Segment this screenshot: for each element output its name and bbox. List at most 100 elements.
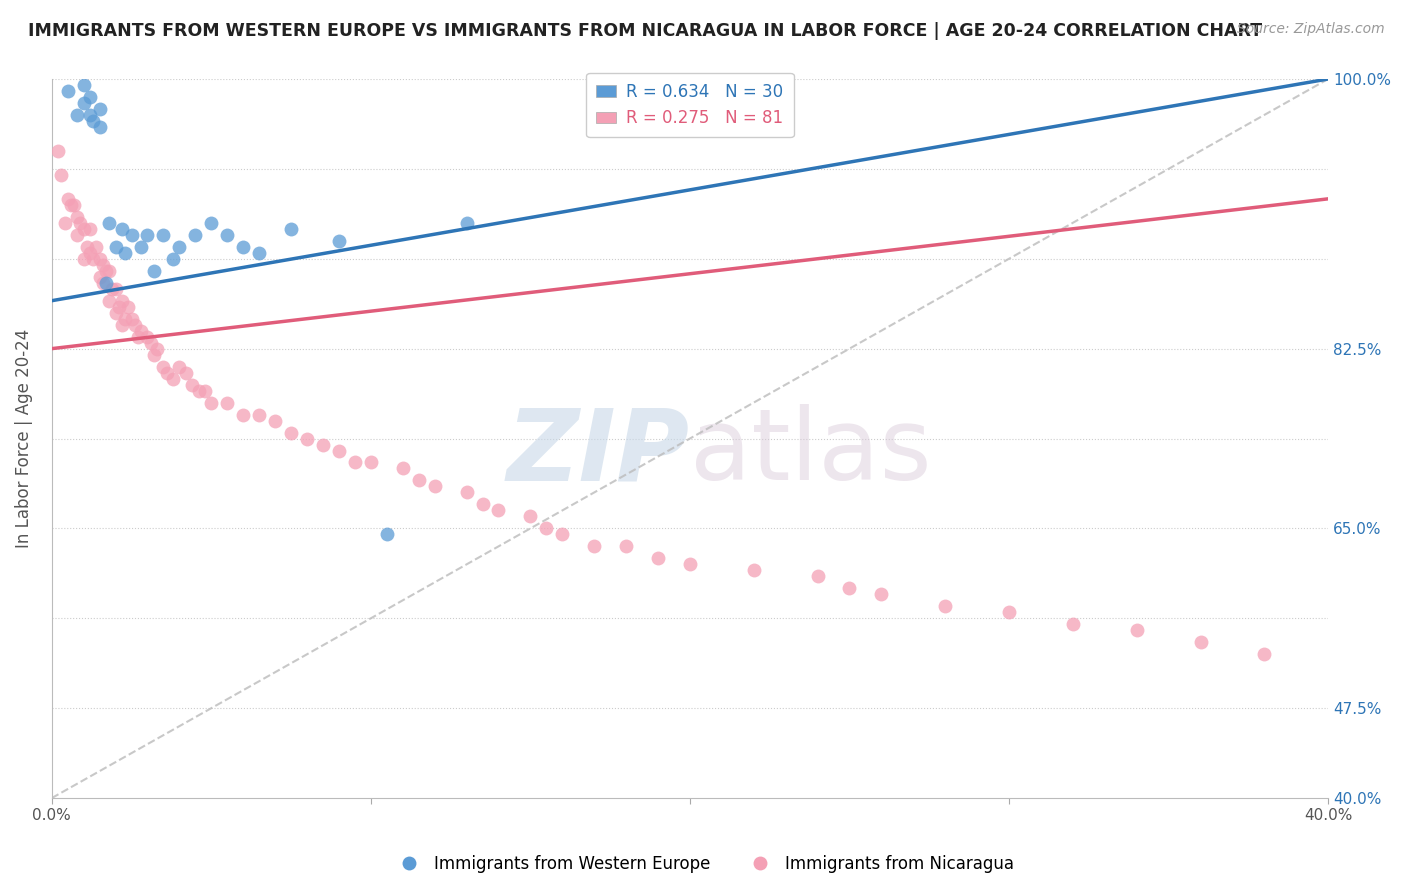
Point — [104, 306, 127, 320]
Point — [56, 192, 79, 206]
Point — [51, 168, 73, 182]
Text: atlas: atlas — [690, 404, 932, 501]
Point — [200, 216, 222, 230]
Point — [91, 258, 114, 272]
Point — [73, 221, 96, 235]
Point — [53, 216, 76, 230]
Point — [117, 300, 139, 314]
Point — [247, 408, 270, 422]
Point — [89, 120, 111, 134]
Point — [86, 240, 108, 254]
Point — [111, 293, 134, 308]
Point — [408, 474, 430, 488]
Point — [136, 329, 159, 343]
Point — [136, 227, 159, 242]
Point — [121, 227, 143, 242]
Point — [82, 114, 104, 128]
Point — [142, 264, 165, 278]
Point — [456, 216, 478, 230]
Text: IMMIGRANTS FROM WESTERN EUROPE VS IMMIGRANTS FROM NICARAGUA IN LABOR FORCE | AGE: IMMIGRANTS FROM WESTERN EUROPE VS IMMIGR… — [28, 22, 1263, 40]
Point — [934, 599, 956, 614]
Point — [94, 264, 117, 278]
Point — [551, 527, 574, 541]
Point — [360, 455, 382, 469]
Point — [295, 432, 318, 446]
Point — [184, 227, 207, 242]
Point — [107, 300, 129, 314]
Point — [536, 521, 558, 535]
Point — [162, 252, 184, 266]
Point — [66, 108, 89, 122]
Point — [111, 318, 134, 332]
Point — [280, 221, 302, 235]
Point — [152, 359, 174, 374]
Point — [104, 240, 127, 254]
Point — [456, 485, 478, 500]
Text: Source: ZipAtlas.com: Source: ZipAtlas.com — [1237, 22, 1385, 37]
Point — [247, 245, 270, 260]
Point — [89, 252, 111, 266]
Point — [59, 198, 82, 212]
Point — [187, 384, 209, 398]
Text: ZIP: ZIP — [508, 404, 690, 501]
Point — [200, 395, 222, 409]
Point — [98, 293, 121, 308]
Point — [114, 245, 136, 260]
Point — [111, 221, 134, 235]
Point — [162, 371, 184, 385]
Point — [139, 335, 162, 350]
Point — [56, 84, 79, 98]
Point — [98, 216, 121, 230]
Point — [328, 234, 350, 248]
Point — [312, 437, 335, 451]
Point — [46, 144, 69, 158]
Point — [217, 227, 239, 242]
Point — [142, 348, 165, 362]
Y-axis label: In Labor Force | Age 20-24: In Labor Force | Age 20-24 — [15, 329, 32, 549]
Legend: Immigrants from Western Europe, Immigrants from Nicaragua: Immigrants from Western Europe, Immigran… — [385, 848, 1021, 880]
Point — [264, 413, 287, 427]
Point — [114, 311, 136, 326]
Point — [488, 503, 510, 517]
Point — [1189, 635, 1212, 649]
Point — [328, 443, 350, 458]
Point — [79, 221, 101, 235]
Point — [194, 384, 217, 398]
Point — [156, 366, 179, 380]
Point — [66, 210, 89, 224]
Point — [98, 264, 121, 278]
Point — [79, 108, 101, 122]
Point — [79, 245, 101, 260]
Point — [129, 240, 152, 254]
Point — [79, 90, 101, 104]
Point — [647, 551, 669, 566]
Point — [471, 498, 494, 512]
Point — [69, 216, 91, 230]
Point — [423, 479, 446, 493]
Point — [169, 359, 191, 374]
Point — [104, 282, 127, 296]
Point — [217, 395, 239, 409]
Point — [63, 198, 86, 212]
Point — [76, 240, 98, 254]
Point — [742, 563, 765, 577]
Point — [280, 425, 302, 440]
Point — [129, 324, 152, 338]
Point — [174, 366, 197, 380]
Point — [101, 282, 124, 296]
Point — [124, 318, 146, 332]
Legend: R = 0.634   N = 30, R = 0.275   N = 81: R = 0.634 N = 30, R = 0.275 N = 81 — [586, 73, 793, 137]
Point — [152, 227, 174, 242]
Point — [89, 269, 111, 284]
Point — [66, 227, 89, 242]
Point — [73, 252, 96, 266]
Point — [838, 582, 860, 596]
Point — [181, 377, 204, 392]
Point — [870, 587, 893, 601]
Point — [1125, 624, 1147, 638]
Point — [519, 509, 541, 524]
Point — [1062, 617, 1084, 632]
Point — [127, 329, 149, 343]
Point — [806, 569, 828, 583]
Point — [94, 276, 117, 290]
